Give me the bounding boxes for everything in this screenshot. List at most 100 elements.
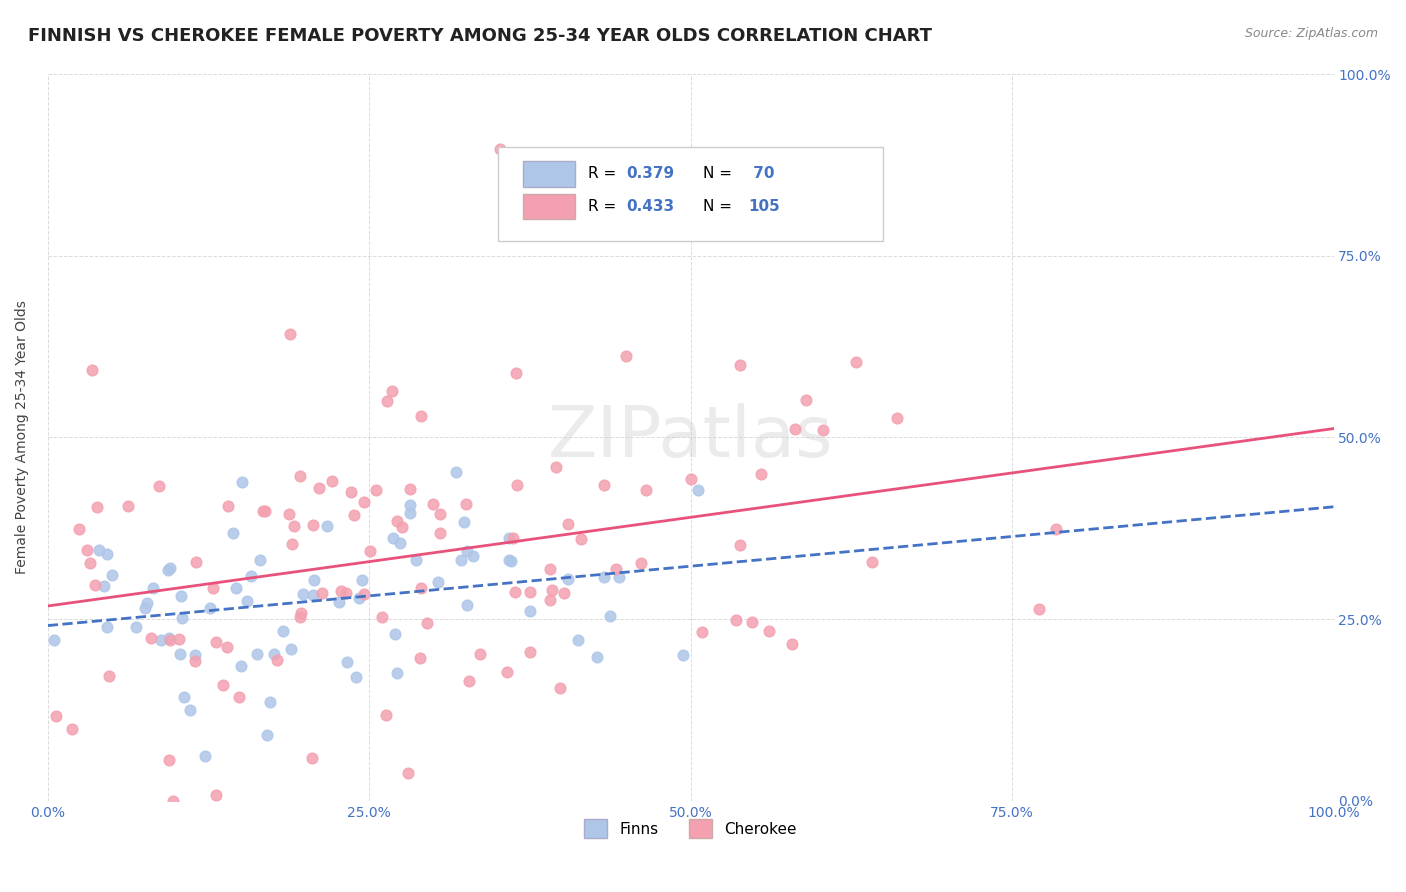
Point <box>502 532 524 546</box>
Point <box>156 563 179 577</box>
Point <box>783 422 806 436</box>
Point <box>728 359 751 373</box>
Point <box>1045 522 1067 536</box>
Text: 70: 70 <box>748 166 775 181</box>
Point <box>80 363 103 377</box>
Point <box>461 549 484 564</box>
Point <box>489 142 512 156</box>
Point <box>139 632 162 646</box>
Point <box>499 554 522 568</box>
Point <box>283 519 305 533</box>
Point <box>246 647 269 661</box>
Point <box>198 601 221 615</box>
Point <box>374 707 396 722</box>
Point <box>280 641 302 656</box>
Point <box>290 606 312 620</box>
Point <box>496 665 519 679</box>
Point <box>457 674 479 689</box>
Point <box>142 581 165 595</box>
Point <box>456 544 478 558</box>
Point <box>506 477 529 491</box>
Point <box>266 652 288 666</box>
Point <box>538 562 561 576</box>
Point <box>366 483 388 498</box>
Point <box>352 574 374 588</box>
Point <box>450 552 472 566</box>
Point <box>498 553 520 567</box>
Point <box>278 326 301 341</box>
Point <box>67 522 90 536</box>
Point <box>97 669 120 683</box>
Point <box>343 508 366 523</box>
Point <box>278 507 301 521</box>
Point <box>505 585 527 599</box>
Point <box>335 586 357 600</box>
Point <box>391 519 413 533</box>
Point <box>553 586 575 600</box>
Point <box>396 766 419 780</box>
Point <box>860 555 883 569</box>
Point <box>76 542 98 557</box>
Point <box>679 472 702 486</box>
Point <box>84 577 107 591</box>
Point <box>170 611 193 625</box>
Point <box>557 516 579 531</box>
Point <box>614 349 637 363</box>
Point <box>399 483 422 497</box>
Point <box>886 411 908 425</box>
Text: 0.379: 0.379 <box>626 166 675 181</box>
Text: N =: N = <box>703 199 737 214</box>
Point <box>202 582 225 596</box>
FancyBboxPatch shape <box>523 194 575 219</box>
Point <box>236 594 259 608</box>
Point <box>228 690 250 704</box>
Point <box>385 514 408 528</box>
Point <box>222 526 245 541</box>
Point <box>429 507 451 521</box>
Point <box>384 626 406 640</box>
Text: N =: N = <box>703 166 737 181</box>
Point <box>79 556 101 570</box>
Point <box>231 659 253 673</box>
FancyBboxPatch shape <box>498 146 883 241</box>
Point <box>456 598 478 612</box>
Point <box>217 640 239 655</box>
Text: ZIPatlas: ZIPatlas <box>548 403 834 472</box>
Point <box>271 624 294 639</box>
Point <box>256 728 278 742</box>
Point <box>329 583 352 598</box>
Text: R =: R = <box>588 166 621 181</box>
Point <box>688 483 710 498</box>
Point <box>811 424 834 438</box>
Point <box>519 604 541 618</box>
Point <box>321 474 343 488</box>
Point <box>86 500 108 515</box>
Text: Source: ZipAtlas.com: Source: ZipAtlas.com <box>1244 27 1378 40</box>
Point <box>315 519 337 533</box>
Point <box>44 708 66 723</box>
Point <box>89 543 111 558</box>
Point <box>519 584 541 599</box>
Text: 105: 105 <box>748 199 780 214</box>
Point <box>498 532 520 546</box>
Point <box>845 355 868 369</box>
Point <box>308 481 330 495</box>
Point <box>353 495 375 509</box>
Point <box>728 538 751 552</box>
Point <box>117 499 139 513</box>
Point <box>519 645 541 659</box>
Point <box>328 595 350 609</box>
Point <box>184 648 207 663</box>
Point <box>170 590 193 604</box>
Point <box>169 632 191 646</box>
Point <box>1028 601 1050 615</box>
Point <box>159 632 181 647</box>
Point <box>159 561 181 575</box>
Point <box>399 499 422 513</box>
Point <box>301 518 323 533</box>
Point <box>93 578 115 592</box>
Point <box>605 562 627 576</box>
Point <box>454 497 477 511</box>
Point <box>205 635 228 649</box>
Point <box>353 586 375 600</box>
